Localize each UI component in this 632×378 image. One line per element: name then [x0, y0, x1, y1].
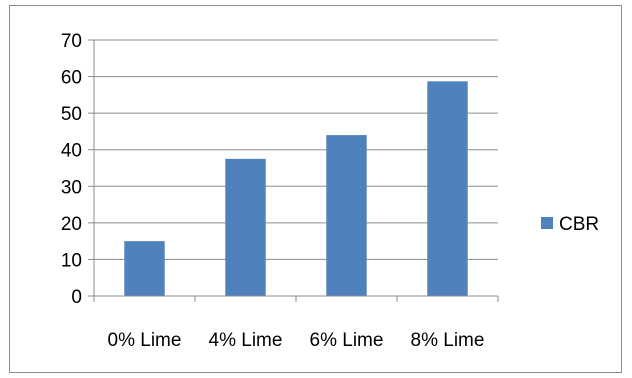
- bar-0-lime: [124, 241, 164, 296]
- y-axis: 0 10 20 30 40 50 60 70: [61, 31, 94, 308]
- x-category-label: 4% Lime: [209, 330, 283, 351]
- y-tick-label: 30: [61, 177, 82, 198]
- y-tick-label: 70: [61, 31, 82, 52]
- x-axis: 0% Lime 4% Lime 6% Lime 8% Lime: [94, 296, 498, 351]
- y-tick-label: 0: [71, 287, 82, 308]
- y-tick-label: 50: [61, 104, 82, 125]
- bar-8-lime: [427, 81, 467, 296]
- y-tick-label: 20: [61, 214, 82, 235]
- x-category-label: 0% Lime: [108, 330, 182, 351]
- y-tick-label: 40: [61, 141, 82, 162]
- bar-4-lime: [225, 159, 265, 296]
- y-tick-label: 60: [61, 68, 82, 89]
- legend-swatch-cbr: [541, 217, 553, 229]
- y-tick-label: 10: [61, 250, 82, 271]
- x-category-label: 6% Lime: [310, 330, 384, 351]
- bar-6-lime: [326, 135, 366, 296]
- legend-label-cbr: CBR: [559, 214, 599, 235]
- legend: CBR: [541, 214, 599, 235]
- x-category-label: 8% Lime: [411, 330, 485, 351]
